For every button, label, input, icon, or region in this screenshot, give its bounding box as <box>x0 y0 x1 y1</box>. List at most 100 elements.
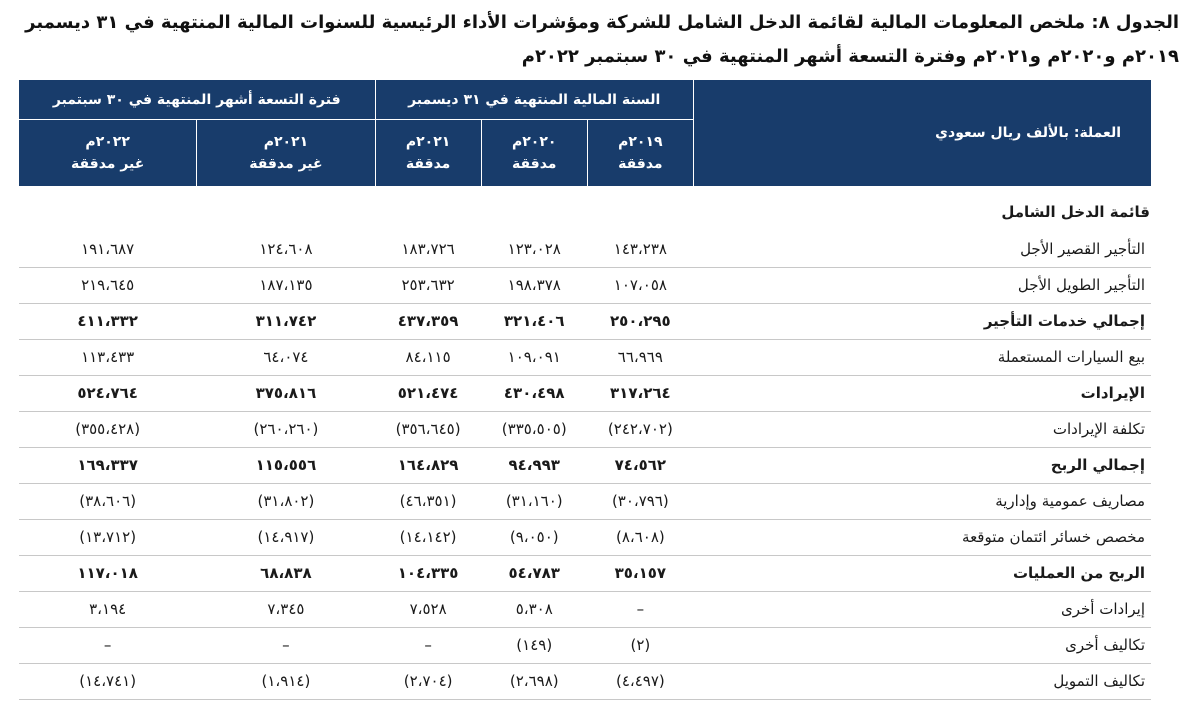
cell-2020: ٥٤،٧٨٣ <box>481 555 588 592</box>
cell-2019: ٦٦،٩٦٩ <box>587 339 694 376</box>
cell-9m-2021: ٣٧٥،٨١٦ <box>196 375 376 412</box>
cell-9m-2021: ٦٨،٨٣٨ <box>196 555 376 592</box>
cell-2021: (٤٦،٣٥١) <box>375 483 482 520</box>
cell-9m-2022: (١٣،٧١٢) <box>18 519 197 556</box>
table-row: إيرادات أخرى – ٥،٣٠٨ ٧،٥٢٨ ٧،٣٤٥ ٣،١٩٤ <box>18 591 1151 628</box>
table-row: إجمالي الربح ٧٤،٥٦٢ ٩٤،٩٩٣ ١٦٤،٨٢٩ ١١٥،٥… <box>18 447 1151 484</box>
cell-2021: ٢٥٣،٦٣٢ <box>375 267 482 304</box>
cell-2021: ١٦٤،٨٢٩ <box>375 447 482 484</box>
cell-2020: ١٩٨،٣٧٨ <box>481 267 588 304</box>
cell-9m-2021: ٣١١،٧٤٢ <box>196 303 376 340</box>
cell-2021: ١٠٤،٣٣٥ <box>375 555 482 592</box>
table-row: التأجير الطويل الأجل ١٠٧،٠٥٨ ١٩٨،٣٧٨ ٢٥٣… <box>18 267 1151 304</box>
row-label: التأجير القصير الأجل <box>693 231 1151 268</box>
column-header-9m-2021: ٢٠٢١م غير مدققة <box>196 119 376 186</box>
cell-9m-2021: ١١٥،٥٥٦ <box>196 447 376 484</box>
column-header-2019: ٢٠١٩م مدققة <box>586 119 694 186</box>
row-label: الربح من العمليات <box>693 555 1151 592</box>
row-label: إجمالي خدمات التأجير <box>693 303 1151 340</box>
table-row: تكاليف التمويل (٤،٤٩٧) (٢،٦٩٨) (٢،٧٠٤) (… <box>18 663 1151 700</box>
cell-2020: ١٢٣،٠٢٨ <box>481 231 588 268</box>
cell-2019: ٣٥،١٥٧ <box>587 555 694 592</box>
table-row: تكاليف أخرى (٢) (١٤٩) – – – <box>18 627 1151 664</box>
cell-2020: ٤٣٠،٤٩٨ <box>481 375 588 412</box>
cell-9m-2022: ٥٢٤،٧٦٤ <box>18 375 197 412</box>
row-label: إيرادات أخرى <box>693 591 1151 628</box>
cell-9m-2021: ٧،٣٤٥ <box>196 591 376 628</box>
table-row: مخصص خسائر ائتمان متوقعة (٨،٦٠٨) (٩،٠٥٠)… <box>18 519 1151 556</box>
cell-2021: ١٨٣،٧٢٦ <box>375 231 482 268</box>
cell-9m-2021: (٢٦٠،٢٦٠) <box>196 411 376 448</box>
cell-2019: ١٤٣،٢٣٨ <box>587 231 694 268</box>
column-header-9m-2022: ٢٠٢٢م غير مدققة <box>17 119 197 186</box>
cell-2019: ١٠٧،٠٥٨ <box>587 267 694 304</box>
cell-2020: (١٤٩) <box>481 627 588 664</box>
cell-9m-2022: (٣٨،٦٠٦) <box>18 483 197 520</box>
income-statement-table: العملة: بالألف ريال سعودي السنة المالية … <box>17 80 1152 700</box>
row-label: تكاليف التمويل <box>693 663 1151 700</box>
cell-2019: (٢) <box>587 627 694 664</box>
cell-2019: (٤،٤٩٧) <box>587 663 694 700</box>
cell-9m-2022: ١٩١،٦٨٧ <box>18 231 197 268</box>
cell-2020: (٩،٠٥٠) <box>481 519 588 556</box>
table-row: إجمالي خدمات التأجير ٢٥٠،٢٩٥ ٣٢١،٤٠٦ ٤٣٧… <box>18 303 1151 340</box>
cell-2021: ٧،٥٢٨ <box>375 591 482 628</box>
fiscal-year-group-header: السنة المالية المنتهية في ٣١ ديسمبر <box>374 80 694 120</box>
table-row: الربح من العمليات ٣٥،١٥٧ ٥٤،٧٨٣ ١٠٤،٣٣٥ … <box>18 555 1151 592</box>
cell-2019: (٨،٦٠٨) <box>587 519 694 556</box>
table-row: تكلفة الإيرادات (٢٤٢،٧٠٢) (٣٣٥،٥٠٥) (٣٥٦… <box>18 411 1151 448</box>
cell-9m-2021: (٣١،٨٠٢) <box>196 483 376 520</box>
cell-2021: (١٤،١٤٢) <box>375 519 482 556</box>
column-header-2021: ٢٠٢١م مدققة <box>374 119 482 186</box>
cell-9m-2022: ١١٧،٠١٨ <box>18 555 197 592</box>
cell-9m-2022: ٢١٩،٦٤٥ <box>18 267 197 304</box>
cell-2021: (٣٥٦،٦٤٥) <box>375 411 482 448</box>
cell-9m-2022: ٤١١،٣٣٢ <box>18 303 197 340</box>
table-row: مصاريف عمومية وإدارية (٣٠،٧٩٦) (٣١،١٦٠) … <box>18 483 1151 520</box>
row-label: مخصص خسائر ائتمان متوقعة <box>693 519 1151 556</box>
cell-9m-2021: – <box>196 627 376 664</box>
cell-9m-2021: ٦٤،٠٧٤ <box>196 339 376 376</box>
row-label: مصاريف عمومية وإدارية <box>693 483 1151 520</box>
table-row: بيع السيارات المستعملة ٦٦،٩٦٩ ١٠٩،٠٩١ ٨٤… <box>18 339 1151 376</box>
cell-2019: – <box>587 591 694 628</box>
cell-9m-2022: ١١٣،٤٣٣ <box>18 339 197 376</box>
cell-9m-2021: (١٤،٩١٧) <box>196 519 376 556</box>
cell-2021: – <box>375 627 482 664</box>
row-label: تكاليف أخرى <box>693 627 1151 664</box>
cell-2019: ٣١٧،٢٦٤ <box>587 375 694 412</box>
cell-2020: ٩٤،٩٩٣ <box>481 447 588 484</box>
cell-2021: (٢،٧٠٤) <box>375 663 482 700</box>
section-row: قائمة الدخل الشامل <box>19 186 1152 232</box>
table-row: الإيرادات ٣١٧،٢٦٤ ٤٣٠،٤٩٨ ٥٢١،٤٧٤ ٣٧٥،٨١… <box>18 375 1151 412</box>
cell-2019: (٣٠،٧٩٦) <box>587 483 694 520</box>
row-label: إجمالي الربح <box>693 447 1151 484</box>
currency-header: العملة: بالألف ريال سعودي <box>692 80 1151 187</box>
cell-2020: ٥،٣٠٨ <box>481 591 588 628</box>
cell-2019: (٢٤٢،٧٠٢) <box>587 411 694 448</box>
cell-2021: ٥٢١،٤٧٤ <box>375 375 482 412</box>
cell-9m-2022: – <box>18 627 197 664</box>
cell-2021: ٤٣٧،٣٥٩ <box>375 303 482 340</box>
cell-2020: ١٠٩،٠٩١ <box>481 339 588 376</box>
cell-2021: ٨٤،١١٥ <box>375 339 482 376</box>
cell-9m-2021: (١،٩١٤) <box>196 663 376 700</box>
header-row-groups: العملة: بالألف ريال سعودي السنة المالية … <box>18 80 1151 187</box>
row-label: تكلفة الإيرادات <box>693 411 1151 448</box>
cell-2019: ٧٤،٥٦٢ <box>587 447 694 484</box>
row-label: بيع السيارات المستعملة <box>693 339 1151 376</box>
cell-9m-2021: ١٨٧،١٣٥ <box>196 267 376 304</box>
cell-9m-2022: ١٦٩،٣٣٧ <box>18 447 197 484</box>
cell-2020: (٣٣٥،٥٠٥) <box>481 411 588 448</box>
cell-2020: (٢،٦٩٨) <box>481 663 588 700</box>
cell-2020: ٣٢١،٤٠٦ <box>481 303 588 340</box>
cell-2020: (٣١،١٦٠) <box>481 483 588 520</box>
cell-9m-2022: (١٤،٧٤١) <box>18 663 197 700</box>
table-row: التأجير القصير الأجل ١٤٣،٢٣٨ ١٢٣،٠٢٨ ١٨٣… <box>18 231 1151 268</box>
cell-2019: ٢٥٠،٢٩٥ <box>587 303 694 340</box>
nine-month-group-header: فترة التسعة أشهر المنتهية في ٣٠ سبتمبر <box>18 80 376 120</box>
cell-9m-2022: (٣٥٥،٤٢٨) <box>18 411 197 448</box>
table-title: الجدول ٨: ملخص المعلومات المالية لقائمة … <box>25 12 1179 67</box>
row-label: التأجير الطويل الأجل <box>693 267 1151 304</box>
section-title: قائمة الدخل الشامل <box>1001 202 1150 221</box>
